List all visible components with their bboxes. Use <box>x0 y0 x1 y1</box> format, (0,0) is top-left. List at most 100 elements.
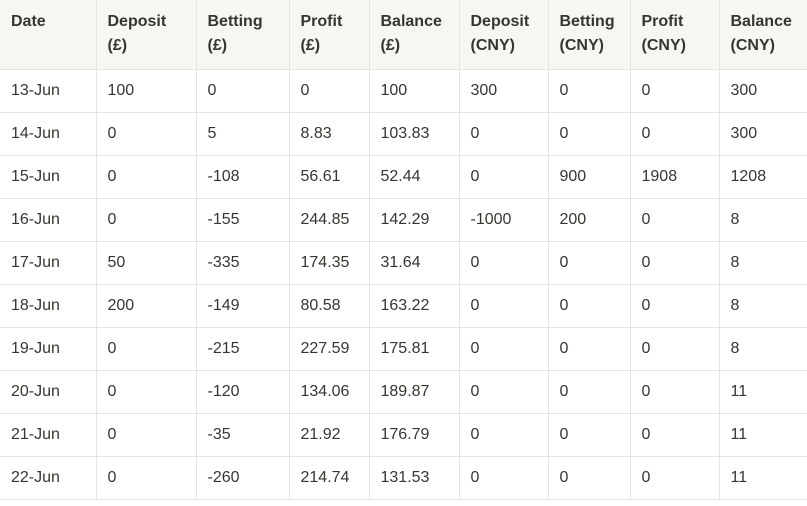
header-deposit-gbp[interactable]: Deposit (£) <box>95 0 197 70</box>
header-betting-gbp[interactable]: Betting (£) <box>195 0 290 70</box>
cell-balance-cny[interactable]: 8 <box>718 197 807 242</box>
cell-deposit-gbp[interactable]: 0 <box>95 197 197 242</box>
cell-date[interactable]: 17-Jun <box>0 240 97 285</box>
cell-betting-cny[interactable]: 0 <box>547 111 631 156</box>
cell-date[interactable]: 18-Jun <box>0 283 97 328</box>
cell-betting-cny[interactable]: 0 <box>547 283 631 328</box>
cell-betting-cny[interactable]: 0 <box>547 455 631 500</box>
cell-deposit-cny[interactable]: -1000 <box>458 197 549 242</box>
cell-deposit-gbp[interactable]: 0 <box>95 455 197 500</box>
cell-balance-cny[interactable]: 300 <box>718 111 807 156</box>
cell-date[interactable]: 16-Jun <box>0 197 97 242</box>
cell-profit-cny[interactable]: 0 <box>629 111 720 156</box>
cell-profit-cny[interactable]: 0 <box>629 283 720 328</box>
cell-profit-gbp[interactable]: 21.92 <box>288 412 370 457</box>
cell-deposit-gbp[interactable]: 0 <box>95 326 197 371</box>
cell-profit-gbp[interactable]: 80.58 <box>288 283 370 328</box>
cell-deposit-cny[interactable]: 300 <box>458 68 549 113</box>
cell-betting-cny[interactable]: 0 <box>547 326 631 371</box>
cell-betting-gbp[interactable]: -215 <box>195 326 290 371</box>
cell-betting-cny[interactable]: 0 <box>547 240 631 285</box>
cell-date[interactable]: 13-Jun <box>0 68 97 113</box>
cell-balance-cny[interactable]: 11 <box>718 455 807 500</box>
cell-deposit-cny[interactable]: 0 <box>458 111 549 156</box>
cell-balance-gbp[interactable]: 131.53 <box>368 455 460 500</box>
cell-balance-cny[interactable]: 11 <box>718 412 807 457</box>
cell-balance-cny[interactable]: 11 <box>718 369 807 414</box>
cell-profit-gbp[interactable]: 56.61 <box>288 154 370 199</box>
cell-deposit-gbp[interactable]: 0 <box>95 369 197 414</box>
cell-deposit-gbp[interactable]: 0 <box>95 154 197 199</box>
cell-deposit-cny[interactable]: 0 <box>458 455 549 500</box>
cell-balance-gbp[interactable]: 103.83 <box>368 111 460 156</box>
cell-balance-gbp[interactable]: 175.81 <box>368 326 460 371</box>
cell-balance-gbp[interactable]: 100 <box>368 68 460 113</box>
cell-betting-gbp[interactable]: 0 <box>195 68 290 113</box>
header-deposit-cny[interactable]: Deposit (CNY) <box>458 0 549 70</box>
cell-balance-gbp[interactable]: 163.22 <box>368 283 460 328</box>
header-profit-gbp[interactable]: Profit (£) <box>288 0 370 70</box>
cell-profit-cny[interactable]: 0 <box>629 240 720 285</box>
cell-profit-gbp[interactable]: 227.59 <box>288 326 370 371</box>
cell-betting-cny[interactable]: 900 <box>547 154 631 199</box>
cell-date[interactable]: 21-Jun <box>0 412 97 457</box>
cell-profit-cny[interactable]: 0 <box>629 326 720 371</box>
cell-date[interactable]: 22-Jun <box>0 455 97 500</box>
cell-betting-gbp[interactable]: -260 <box>195 455 290 500</box>
cell-betting-gbp[interactable]: -335 <box>195 240 290 285</box>
cell-balance-gbp[interactable]: 52.44 <box>368 154 460 199</box>
cell-deposit-gbp[interactable]: 100 <box>95 68 197 113</box>
cell-profit-gbp[interactable]: 244.85 <box>288 197 370 242</box>
cell-betting-cny[interactable]: 0 <box>547 68 631 113</box>
cell-profit-cny[interactable]: 0 <box>629 412 720 457</box>
cell-deposit-cny[interactable]: 0 <box>458 369 549 414</box>
cell-deposit-cny[interactable]: 0 <box>458 154 549 199</box>
cell-date[interactable]: 19-Jun <box>0 326 97 371</box>
cell-profit-gbp[interactable]: 214.74 <box>288 455 370 500</box>
cell-balance-cny[interactable]: 8 <box>718 240 807 285</box>
cell-balance-cny[interactable]: 1208 <box>718 154 807 199</box>
cell-profit-cny[interactable]: 0 <box>629 68 720 113</box>
cell-profit-gbp[interactable]: 8.83 <box>288 111 370 156</box>
cell-deposit-gbp[interactable]: 50 <box>95 240 197 285</box>
cell-profit-cny[interactable]: 0 <box>629 455 720 500</box>
cell-betting-gbp[interactable]: 5 <box>195 111 290 156</box>
cell-balance-gbp[interactable]: 176.79 <box>368 412 460 457</box>
header-profit-cny[interactable]: Profit (CNY) <box>629 0 720 70</box>
cell-profit-gbp[interactable]: 0 <box>288 68 370 113</box>
cell-profit-cny[interactable]: 0 <box>629 369 720 414</box>
header-betting-cny[interactable]: Betting (CNY) <box>547 0 631 70</box>
cell-betting-gbp[interactable]: -149 <box>195 283 290 328</box>
header-balance-cny[interactable]: Balance (CNY) <box>718 0 807 70</box>
cell-balance-gbp[interactable]: 189.87 <box>368 369 460 414</box>
cell-balance-gbp[interactable]: 31.64 <box>368 240 460 285</box>
header-date[interactable]: Date <box>0 0 97 70</box>
cell-date[interactable]: 14-Jun <box>0 111 97 156</box>
cell-deposit-cny[interactable]: 0 <box>458 412 549 457</box>
cell-deposit-gbp[interactable]: 200 <box>95 283 197 328</box>
cell-balance-cny[interactable]: 8 <box>718 326 807 371</box>
cell-balance-gbp[interactable]: 142.29 <box>368 197 460 242</box>
cell-betting-gbp[interactable]: -35 <box>195 412 290 457</box>
cell-date[interactable]: 20-Jun <box>0 369 97 414</box>
cell-profit-gbp[interactable]: 174.35 <box>288 240 370 285</box>
cell-betting-gbp[interactable]: -120 <box>195 369 290 414</box>
cell-betting-gbp[interactable]: -155 <box>195 197 290 242</box>
header-balance-gbp[interactable]: Balance (£) <box>368 0 460 70</box>
cell-deposit-cny[interactable]: 0 <box>458 283 549 328</box>
cell-betting-gbp[interactable]: -108 <box>195 154 290 199</box>
cell-betting-cny[interactable]: 0 <box>547 412 631 457</box>
cell-betting-cny[interactable]: 200 <box>547 197 631 242</box>
cell-date[interactable]: 15-Jun <box>0 154 97 199</box>
cell-deposit-cny[interactable]: 0 <box>458 240 549 285</box>
cell-profit-cny[interactable]: 0 <box>629 197 720 242</box>
cell-profit-gbp[interactable]: 134.06 <box>288 369 370 414</box>
cell-deposit-cny[interactable]: 0 <box>458 326 549 371</box>
cell-betting-cny[interactable]: 0 <box>547 369 631 414</box>
cell-balance-cny[interactable]: 8 <box>718 283 807 328</box>
cell-deposit-gbp[interactable]: 0 <box>95 111 197 156</box>
cell-deposit-gbp[interactable]: 0 <box>95 412 197 457</box>
cell-profit-cny[interactable]: 1908 <box>629 154 720 199</box>
cell-balance-cny[interactable]: 300 <box>718 68 807 113</box>
